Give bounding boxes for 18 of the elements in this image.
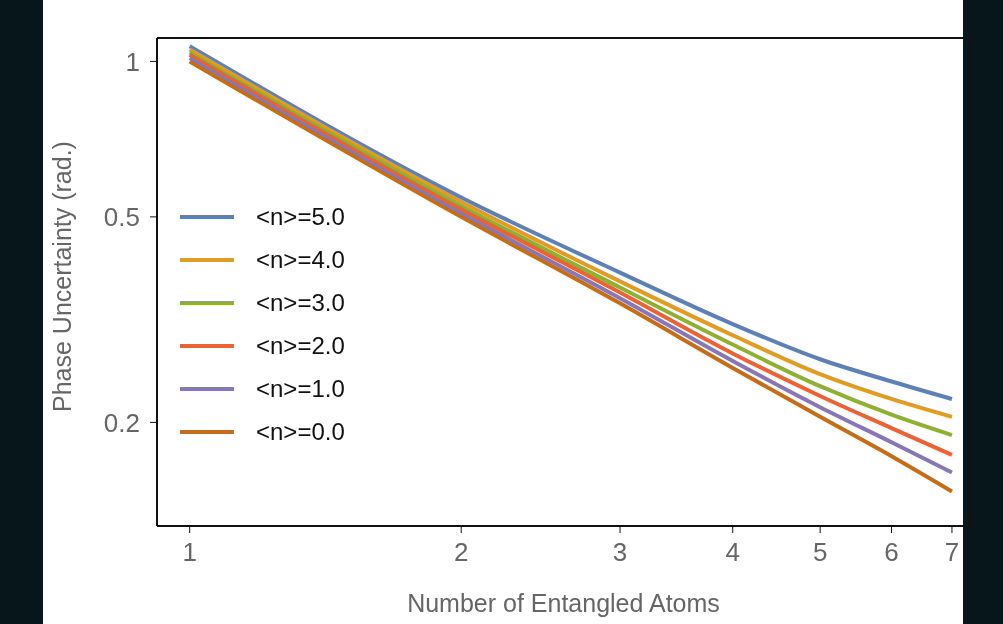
x-tick-label: 3	[612, 537, 628, 568]
legend-label: <n>=5.0	[256, 202, 345, 231]
x-tick-label: 1	[182, 537, 197, 568]
legend-label: <n>=2.0	[256, 331, 345, 360]
x-tick-label: 6	[884, 537, 899, 568]
x-tick-label: 7	[944, 537, 960, 568]
y-tick-label: 0.5	[103, 202, 140, 233]
x-tick-label: 4	[725, 537, 740, 568]
x-tick-label: 5	[812, 537, 828, 568]
legend-label: <n>=1.0	[256, 374, 345, 403]
x-axis-title: Number of Entangled Atoms	[407, 589, 720, 617]
y-tick-label: 0.2	[103, 407, 140, 438]
y-axis-title: Phase Uncertainty (rad.)	[47, 141, 76, 412]
y-tick-label: 1	[125, 46, 140, 77]
legend-label: <n>=4.0	[256, 245, 345, 274]
x-tick-label: 2	[453, 537, 469, 568]
legend-label: <n>=3.0	[256, 288, 345, 317]
legend-label: <n>=0.0	[256, 417, 345, 446]
